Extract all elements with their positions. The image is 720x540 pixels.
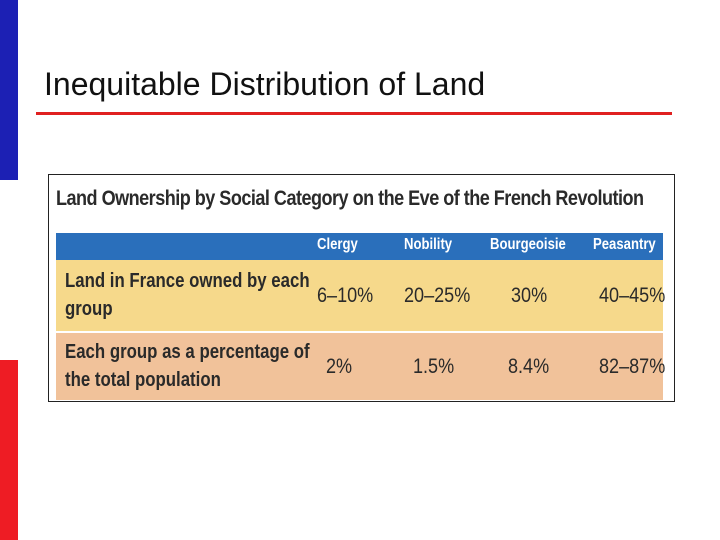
- column-header-bourgeoisie: Bourgeoisie: [490, 236, 566, 253]
- column-header-nobility: Nobility: [404, 236, 453, 253]
- cell-pop-bourgeoisie: 8.4%: [508, 355, 550, 378]
- cell-pop-clergy: 2%: [326, 355, 353, 378]
- table-header-row: Clergy Nobility Bourgeoisie Peasantry: [56, 233, 663, 260]
- column-header-clergy: Clergy: [317, 236, 358, 253]
- slide-title: Inequitable Distribution of Land: [44, 66, 486, 102]
- cell-pop-peasantry: 82–87%: [599, 355, 666, 378]
- left-accent-bar-blue: [0, 0, 18, 180]
- table-row-population: Each group as a percentage of the total …: [56, 333, 666, 400]
- row-label-population: Each group as a percentage of the total …: [65, 341, 310, 391]
- cell-land-bourgeoisie: 30%: [511, 284, 548, 307]
- cell-pop-nobility: 1.5%: [413, 355, 455, 378]
- column-header-peasantry: Peasantry: [593, 236, 656, 253]
- land-ownership-table: Land Ownership by Social Category on the…: [48, 174, 675, 402]
- row-label-land-owned: Land in France owned by each group: [65, 270, 310, 320]
- table-row-land-owned: Land in France owned by each group 6–10%…: [56, 260, 666, 331]
- cell-land-peasantry: 40–45%: [599, 284, 666, 307]
- left-accent-bar-red: [0, 360, 18, 540]
- title-underline: [36, 112, 672, 115]
- table-heading: Land Ownership by Social Category on the…: [56, 187, 644, 210]
- row-divider: [56, 331, 663, 333]
- cell-land-nobility: 20–25%: [404, 284, 471, 307]
- cell-land-clergy: 6–10%: [317, 284, 374, 307]
